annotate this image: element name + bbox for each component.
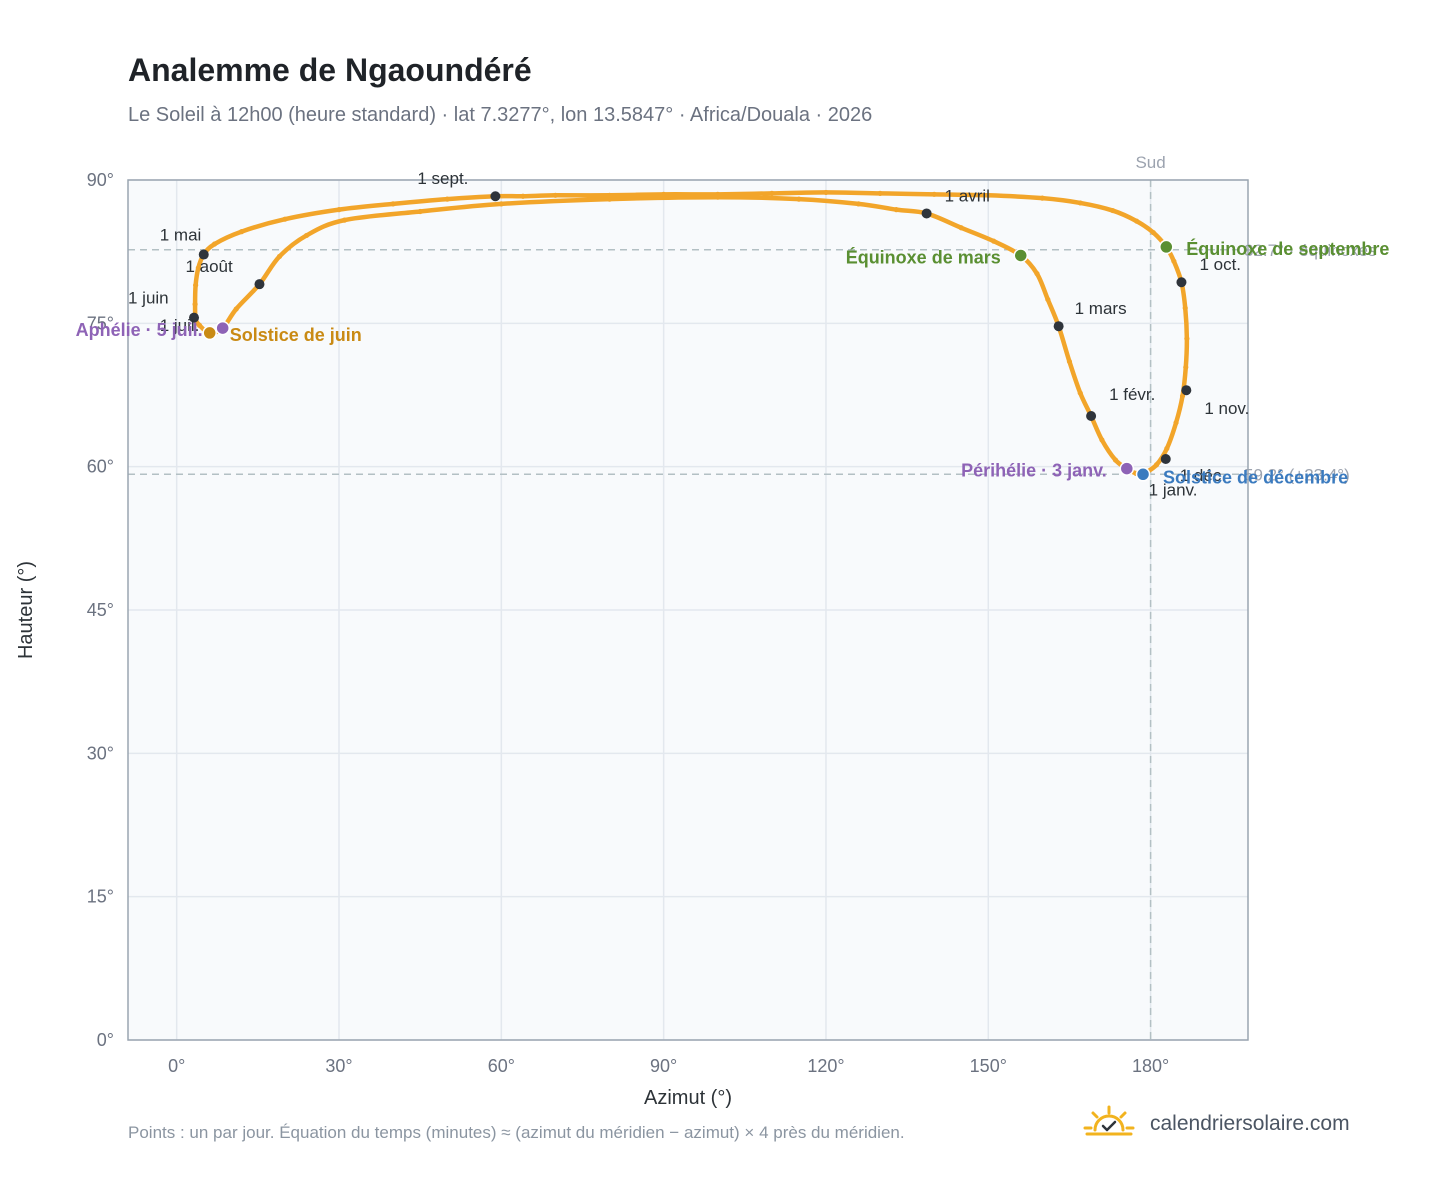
- month-label: 1 mars: [1075, 299, 1127, 318]
- sun-check-icon: [1083, 1105, 1135, 1136]
- y-tick-label: 60°: [87, 457, 114, 477]
- sun-path-curve: [192, 190, 1190, 477]
- page-title: Analemme de Ngaoundéré: [128, 52, 532, 88]
- event-marker: [1159, 239, 1174, 255]
- month-label: 1 févr.: [1109, 385, 1155, 404]
- event-label: Équinoxe de septembre: [1186, 238, 1389, 259]
- month-marker: [490, 191, 501, 202]
- brand-name: calendriersolaire.com: [1150, 1112, 1350, 1135]
- event-marker: [1119, 461, 1135, 476]
- month-label: 1 janv.: [1149, 480, 1198, 499]
- event-markers: Équinoxe de mars Solstice de juin Équinoxe…: [76, 238, 1390, 487]
- x-tick-label: 30°: [325, 1056, 352, 1076]
- month-marker: [1181, 385, 1192, 396]
- y-axis-title: Hauteur (°): [15, 561, 37, 659]
- reference-line-label: 82.7° · équinoxes: [1244, 241, 1377, 260]
- month-marker: [1160, 454, 1171, 465]
- y-tick-label: 90°: [87, 170, 114, 190]
- y-tick-label: 0°: [97, 1030, 114, 1050]
- month-label: 1 avril: [945, 186, 990, 205]
- event-marker: [202, 325, 217, 341]
- plot-frame: [127, 179, 1249, 1041]
- x-tick-label: 120°: [807, 1056, 844, 1076]
- x-axis-title: Azimut (°): [644, 1087, 732, 1109]
- month-marker: [198, 249, 209, 260]
- event-label: Périhélie · 3 janv.: [961, 461, 1107, 481]
- month-label: 1 mai: [160, 226, 202, 245]
- footnote: Points : un par jour. Équation du temps …: [128, 1123, 905, 1142]
- month-marker: [1086, 411, 1097, 422]
- grid-lines: [128, 179, 1248, 1041]
- month-marker: [921, 208, 932, 219]
- month-markers: 1 janv. 1 févr. 1 mars 1 avril 1 mai 1 juin 1 …: [128, 169, 1249, 499]
- month-label: 1 juil.: [160, 316, 200, 335]
- month-label: 1 juin: [128, 289, 169, 308]
- month-marker: [189, 312, 200, 323]
- event-label: Solstice de décembre: [1163, 467, 1348, 487]
- x-tick-label: 150°: [970, 1056, 1007, 1076]
- event-label: Équinoxe de mars: [846, 246, 1001, 267]
- x-tick-label: 0°: [168, 1056, 185, 1076]
- month-marker: [1053, 321, 1064, 332]
- month-label: 1 sept.: [417, 169, 468, 188]
- axis-ticks: 0° 30° 60° 90° 120° 150° 180° 0° 15° 30° 45° 60° 75°…: [87, 170, 1169, 1076]
- event-label: Aphélie · 5 juil.: [76, 320, 203, 340]
- event-label: Solstice de juin: [230, 325, 362, 345]
- reference-lines: Sud 82.7° · équinoxes 59.2° (+23.4°): [128, 153, 1377, 1040]
- month-label: 1 oct.: [1199, 255, 1241, 274]
- month-marker: [1176, 277, 1187, 288]
- month-marker: [254, 279, 265, 290]
- event-marker: [1013, 248, 1029, 263]
- brand[interactable]: calendriersolaire.com: [1082, 1104, 1350, 1144]
- event-marker: [1135, 467, 1151, 482]
- month-label: 1 nov.: [1204, 399, 1249, 418]
- month-label: 1 août: [185, 257, 233, 276]
- y-tick-label: 45°: [87, 600, 114, 620]
- x-tick-label: 180°: [1132, 1056, 1169, 1076]
- meridian-label: Sud: [1135, 153, 1165, 172]
- y-tick-label: 75°: [87, 313, 114, 333]
- event-marker: [215, 320, 230, 336]
- x-tick-label: 60°: [488, 1056, 515, 1076]
- y-tick-label: 30°: [87, 743, 114, 763]
- page-subtitle: Le Soleil à 12h00 (heure standard) · lat…: [128, 104, 873, 126]
- reference-line-label: 59.2° (+23.4°): [1244, 465, 1350, 484]
- y-tick-label: 15°: [87, 887, 114, 907]
- x-tick-label: 90°: [650, 1056, 677, 1076]
- month-label: 1 déc.: [1180, 466, 1226, 485]
